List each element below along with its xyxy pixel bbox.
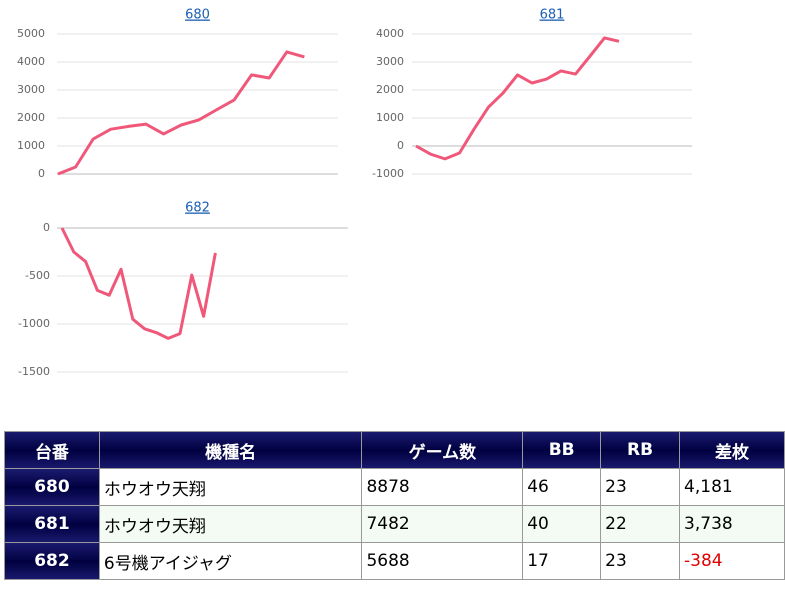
header-cell: BB: [522, 431, 602, 469]
y-tick-label: 2000: [376, 83, 404, 96]
data-line: [415, 36, 620, 161]
y-tick-label: -500: [25, 269, 50, 282]
charts: 0 1000 2000 3000 4000 5000 680 -1000 0 1000 2000 30…: [17, 8, 692, 378]
header-cell: 台番: [4, 431, 100, 469]
y-tick-label: 1000: [17, 139, 45, 152]
header-cell: 差枚: [679, 431, 785, 469]
chart-title[interactable]: 681: [540, 8, 565, 23]
y-tick-label: -1000: [18, 317, 50, 330]
table-cell: 40: [522, 505, 602, 543]
table-cell: 3,738: [679, 505, 785, 543]
header-cell: ゲーム数: [361, 431, 524, 469]
table-cell: 23: [600, 468, 681, 506]
table-cell: ホウオウ天翔: [98, 468, 363, 506]
table-cell: 7482: [361, 505, 524, 543]
table-cell: 23: [600, 542, 681, 580]
table-cell: ホウオウ天翔: [98, 505, 363, 543]
table-cell: 46: [522, 468, 602, 506]
y-tick-label: 0: [43, 221, 50, 234]
y-tick-label: 4000: [17, 55, 45, 68]
header-cell: RB: [600, 431, 681, 469]
y-tick-label: 0: [38, 167, 45, 180]
table-cell: 682: [4, 542, 100, 580]
table-cell: 4,181: [679, 468, 785, 506]
y-tick-label: -1000: [372, 167, 404, 180]
chart-title[interactable]: 682: [185, 201, 210, 216]
y-tick-label: 2000: [17, 111, 45, 124]
table-cell: 681: [4, 505, 100, 543]
table-cell: 22: [600, 505, 681, 543]
y-tick-label: 0: [397, 139, 404, 152]
table-row: 680 ホウオウ天翔 8878 46 23 4,181: [4, 468, 785, 506]
header-row: 台番 機種名 ゲーム数 BB RB 差枚: [4, 431, 785, 469]
y-tick-label: 3000: [376, 55, 404, 68]
table-cell: 8878: [361, 468, 524, 506]
table-row: 682 6号機アイジャグ 5688 17 23 -384: [4, 542, 785, 580]
chart-title[interactable]: 680: [185, 8, 210, 23]
data-table: 台番 機種名 ゲーム数 BB RB 差枚 680 ホウオウ天翔 8878 46 23 4,…: [4, 431, 785, 580]
y-tick-label: 4000: [376, 27, 404, 40]
table-cell: 5688: [361, 542, 524, 580]
table-cell: 17: [522, 542, 602, 580]
y-tick-label: -1500: [18, 365, 50, 378]
table-row: 681 ホウオウ天翔 7482 40 22 3,738: [4, 505, 785, 543]
header-cell: 機種名: [98, 431, 363, 469]
data-line: [57, 50, 305, 176]
table-cell: 6号機アイジャグ: [98, 542, 363, 580]
table-cell: 680: [4, 468, 100, 506]
table-cell: -384: [679, 542, 785, 580]
y-tick-label: 3000: [17, 83, 45, 96]
y-tick-label: 1000: [376, 111, 404, 124]
y-tick-label: 5000: [17, 27, 45, 40]
data-line: [60, 227, 217, 340]
